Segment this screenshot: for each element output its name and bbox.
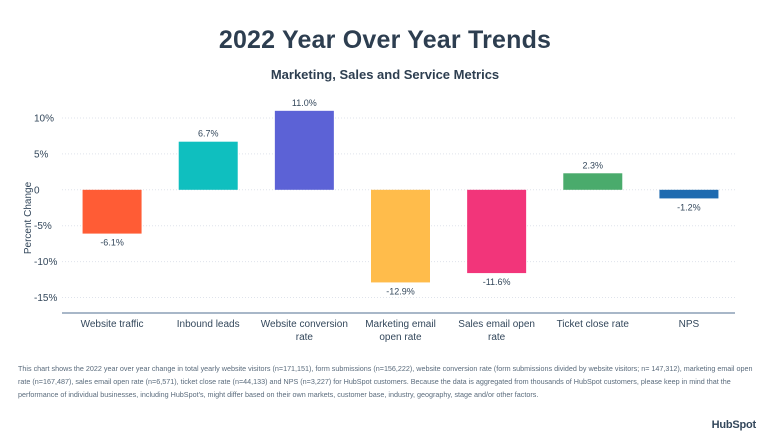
bars (82, 110, 719, 283)
data-labels: -6.1% 6.7% 11.0% -12.9% -11.6% 2.3% -1.2% (100, 98, 700, 297)
category-label: Website traffic (81, 319, 144, 330)
category-label: rate (296, 332, 314, 343)
data-label: 6.7% (198, 129, 219, 139)
bar (467, 189, 527, 274)
y-tick-label: -5% (34, 221, 52, 232)
y-tick-label: 10% (34, 114, 54, 125)
y-tick-label: -10% (34, 257, 57, 268)
footnote: This chart shows the 2022 year over year… (18, 364, 753, 399)
bar (563, 173, 623, 190)
bar (659, 189, 719, 199)
y-axis-ticks: 10% 5% 0 -5% -10% -15% (34, 114, 57, 305)
category-labels: Website traffic Inbound leads Website conv… (81, 319, 700, 343)
y-tick-label: -15% (34, 293, 57, 304)
data-label: -11.6% (483, 277, 511, 287)
chart-subtitle: Marketing, Sales and Service Metrics (270, 67, 500, 82)
y-tick-label: 0 (34, 185, 40, 196)
data-label: -6.1% (100, 238, 124, 248)
data-label: -12.9% (386, 286, 415, 296)
data-label: 11.0% (292, 98, 317, 108)
category-label: Inbound leads (177, 319, 240, 330)
category-label: rate (488, 332, 506, 343)
bar-chart: 10% 5% 0 -5% -10% -15% -6.1% 6.7% 11.0% -12.9% -1… (23, 98, 735, 343)
y-axis-label: Percent Change (23, 181, 34, 254)
bar (82, 189, 142, 234)
y-tick-label: 5% (34, 149, 49, 160)
category-label: open rate (379, 332, 422, 343)
category-label: NPS (679, 319, 700, 330)
bar (178, 141, 238, 190)
hubspot-logo: HubSpot (711, 419, 757, 431)
category-label: Sales email open (458, 319, 535, 330)
data-label: 2.3% (583, 160, 604, 170)
category-label: Ticket close rate (557, 319, 630, 330)
chart-title: 2022 Year Over Year Trends (218, 26, 552, 54)
category-label: Marketing email (365, 319, 436, 330)
bar (274, 110, 334, 190)
category-label: Website conversion (261, 319, 348, 330)
bar (371, 189, 430, 283)
data-label: -1.2% (677, 202, 701, 212)
